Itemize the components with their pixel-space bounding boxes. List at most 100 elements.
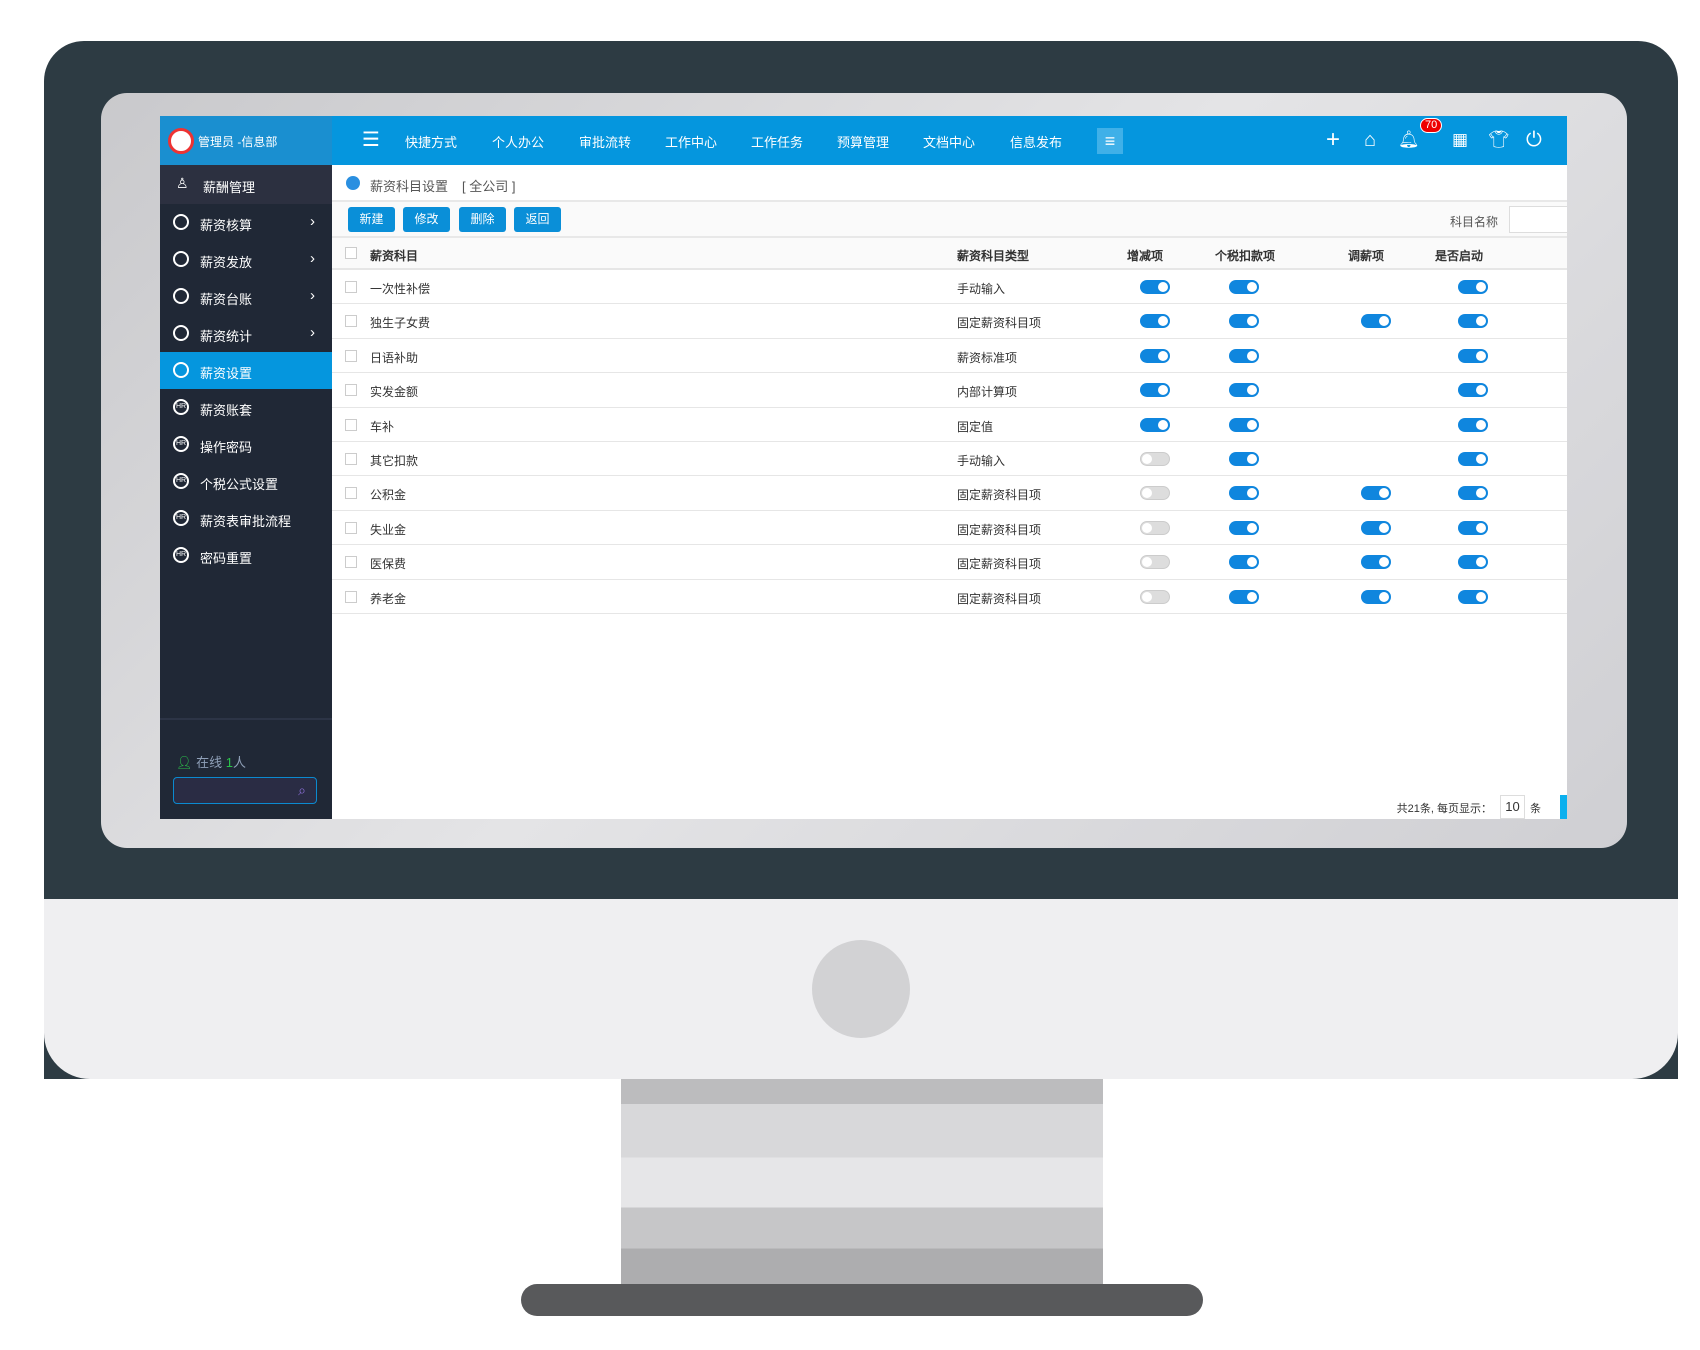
sidebar-item[interactable]: 薪资核算 › (160, 204, 332, 241)
skin-icon[interactable]: 👕︎ (1488, 130, 1510, 149)
enabled-toggle[interactable] (1458, 486, 1488, 501)
nav-item[interactable]: 审批流转 (579, 135, 632, 150)
nav-item[interactable]: 工作中心 (665, 135, 718, 150)
enabled-toggle[interactable] (1458, 280, 1488, 294)
row-checkbox[interactable] (345, 453, 357, 465)
tax-toggle[interactable] (1229, 589, 1259, 604)
inc-toggle[interactable] (1140, 314, 1170, 329)
new-button[interactable]: 新建 (348, 207, 395, 232)
table-row[interactable]: 车补 固定值 (332, 408, 1567, 442)
online-label: 在线 (196, 755, 223, 770)
adj-toggle[interactable] (1361, 555, 1391, 570)
row-checkbox[interactable] (345, 384, 357, 397)
enabled-toggle[interactable] (1458, 383, 1488, 398)
row-checkbox[interactable] (345, 418, 357, 431)
row-checkbox[interactable] (345, 590, 357, 603)
search-icon[interactable]: ⌕ (298, 782, 306, 798)
column-header: 个税扣款项 (1215, 249, 1276, 263)
adj-toggle[interactable] (1361, 314, 1391, 329)
plus-icon[interactable]: + (1326, 126, 1341, 153)
inc-toggle[interactable] (1140, 555, 1170, 570)
adj-toggle[interactable] (1361, 520, 1391, 535)
tax-toggle[interactable] (1229, 417, 1259, 432)
tax-toggle[interactable] (1229, 280, 1259, 294)
subject-type: 固定薪资科目项 (957, 488, 1042, 503)
table-row[interactable]: 独生子女费 固定薪资科目项 (332, 304, 1567, 339)
row-checkbox[interactable] (345, 487, 357, 500)
inc-toggle[interactable] (1140, 486, 1170, 501)
enabled-toggle[interactable] (1458, 348, 1488, 363)
table-row[interactable]: 日语补助 薪资标准项 (332, 339, 1567, 374)
table-row[interactable]: 养老金 固定薪资科目项 (332, 580, 1567, 614)
collapse-menu-icon[interactable]: ☰ (362, 129, 380, 151)
enabled-toggle[interactable] (1458, 589, 1488, 604)
row-checkbox[interactable] (345, 315, 357, 328)
row-checkbox[interactable] (345, 556, 357, 569)
subject-name: 实发金额 (370, 385, 419, 400)
table-row[interactable]: 失业金 固定薪资科目项 (332, 511, 1567, 546)
bell-icon[interactable]: 🔔︎ (1398, 130, 1420, 149)
inc-toggle[interactable] (1140, 383, 1170, 398)
more-menu-icon[interactable]: ≡ (1097, 128, 1123, 154)
select-all-checkbox[interactable] (345, 247, 357, 259)
sidebar-item-label: 操作密码 (200, 440, 253, 455)
tax-toggle[interactable] (1229, 452, 1259, 466)
flow-icon (173, 214, 189, 230)
row-checkbox[interactable] (345, 349, 357, 362)
delete-button[interactable]: 删除 (459, 207, 506, 232)
apps-icon[interactable]: ▦ (1452, 130, 1469, 149)
enabled-toggle[interactable] (1458, 555, 1488, 570)
nav-item[interactable]: 预算管理 (837, 135, 890, 150)
nav-item[interactable]: 信息发布 (1010, 135, 1063, 150)
enabled-toggle[interactable] (1458, 452, 1488, 466)
nav-item[interactable]: 工作任务 (751, 135, 804, 150)
sidebar-item[interactable]: 薪资统计 › (160, 315, 332, 352)
home-icon[interactable]: ⌂ (1364, 129, 1377, 151)
table-row[interactable]: 一次性补偿 手动输入 (332, 270, 1567, 305)
nav-item[interactable]: 快捷方式 (405, 135, 458, 150)
power-icon[interactable]: ⏻ (1526, 129, 1542, 151)
sidebar-item[interactable]: HR 密码重置 (160, 537, 332, 574)
subject-name-input[interactable] (1509, 206, 1567, 233)
table-row[interactable]: 公积金 固定薪资科目项 (332, 476, 1567, 511)
sidebar-item[interactable]: HR 薪资账套 (160, 389, 332, 426)
edit-button[interactable]: 修改 (403, 207, 450, 232)
table-row[interactable]: 其它扣款 手动输入 (332, 442, 1567, 477)
tax-toggle[interactable] (1229, 520, 1259, 535)
tax-toggle[interactable] (1229, 348, 1259, 363)
adj-toggle[interactable] (1361, 589, 1391, 604)
sidebar-item[interactable]: 薪资设置 (160, 352, 332, 389)
hr-icon: HR (173, 399, 189, 415)
inc-toggle[interactable] (1140, 589, 1170, 604)
enabled-toggle[interactable] (1458, 314, 1488, 329)
sidebar: ♙ 薪酬管理 薪资核算 › 薪资发放 › 薪资台账 › 薪资统计 › 薪资设置 HR 薪资账套 HR 操… (160, 165, 332, 819)
row-checkbox[interactable] (345, 521, 357, 534)
page-button[interactable]: 1 (1560, 795, 1567, 819)
table-row[interactable]: 实发金额 内部计算项 (332, 373, 1567, 408)
pagination-summary: 共21条, 每页显示： (1396, 803, 1492, 815)
sidebar-item[interactable]: 薪资台账 › (160, 278, 332, 315)
back-button[interactable]: 返回 (514, 207, 561, 232)
sidebar-item[interactable]: HR 薪资表审批流程 (160, 500, 332, 537)
tax-toggle[interactable] (1229, 486, 1259, 501)
inc-toggle[interactable] (1140, 520, 1170, 535)
tax-toggle[interactable] (1229, 383, 1259, 398)
row-checkbox[interactable] (345, 281, 357, 293)
adj-toggle[interactable] (1361, 486, 1391, 501)
inc-toggle[interactable] (1140, 417, 1170, 432)
inc-toggle[interactable] (1140, 280, 1170, 294)
nav-item[interactable]: 文档中心 (923, 135, 976, 150)
table-row[interactable]: 医保费 固定薪资科目项 (332, 545, 1567, 580)
sidebar-item[interactable]: HR 个税公式设置 (160, 463, 332, 500)
enabled-toggle[interactable] (1458, 417, 1488, 432)
tax-toggle[interactable] (1229, 555, 1259, 570)
sidebar-item[interactable]: HR 操作密码 (160, 426, 332, 463)
page-size-input[interactable]: 10 (1500, 795, 1525, 819)
tax-toggle[interactable] (1229, 314, 1259, 329)
nav-item[interactable]: 个人办公 (492, 135, 545, 150)
enabled-toggle[interactable] (1458, 520, 1488, 535)
inc-toggle[interactable] (1140, 452, 1170, 466)
sidebar-search-input[interactable]: ⌕ (173, 777, 317, 804)
inc-toggle[interactable] (1140, 348, 1170, 363)
sidebar-item[interactable]: 薪资发放 › (160, 241, 332, 278)
